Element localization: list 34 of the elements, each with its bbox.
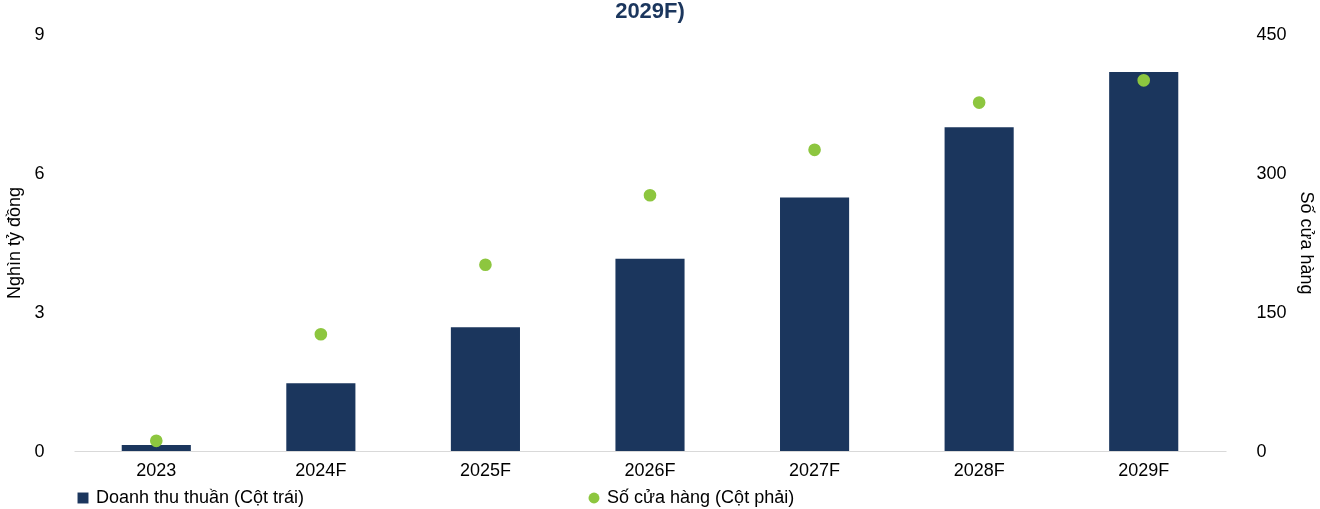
x-tick-label: 2025F [459,459,511,480]
y2-tick-label: 450 [1256,23,1287,44]
y-axis-title: Nghìn tỷ đồng [4,186,25,300]
point [149,434,163,448]
point [972,96,986,109]
y2-tick-label: 300 [1256,162,1287,183]
legend-label: Số cửa hàng (Cột phải) [607,487,795,507]
x-tick-label: 2027F [789,459,841,480]
bar [121,444,191,451]
y-tick-label: 6 [34,162,45,183]
bar [1109,71,1179,451]
x-tick-label: 2023 [136,459,177,480]
point [314,327,328,341]
bar [780,197,850,451]
y2-axis-title: Số cửa hàng [1296,191,1317,295]
y-tick-label: 0 [34,440,45,461]
y-tick-label: 9 [34,23,45,44]
bar [944,127,1014,451]
point [1137,74,1151,87]
point [643,188,657,202]
legend-label: Doanh thu thuần (Cột trái) [96,487,305,507]
x-tick-label: 2028F [953,459,1005,480]
point [808,143,821,157]
bar [450,327,520,451]
y-tick-label: 3 [34,301,45,322]
chart-title: 2029F) [615,0,685,23]
point [479,258,492,272]
bar [615,258,685,451]
x-tick-label: 2024F [295,459,347,480]
x-tick-label: 2026F [624,459,676,480]
bar [286,383,356,451]
y2-tick-label: 0 [1256,440,1267,461]
x-tick-label: 2029F [1118,459,1170,480]
y2-tick-label: 150 [1256,301,1287,322]
